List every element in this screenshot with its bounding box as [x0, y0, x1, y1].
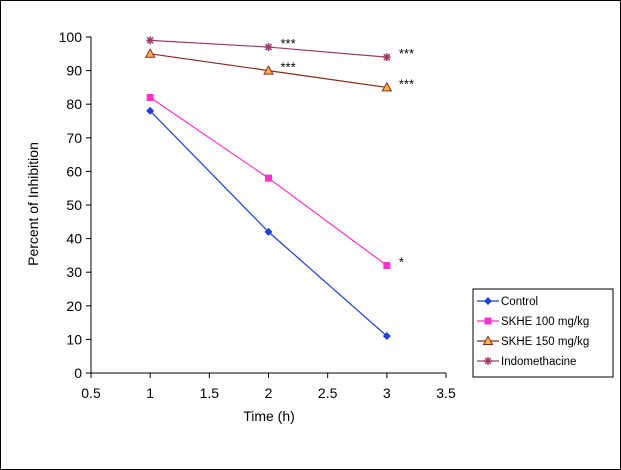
significance-label: ***	[281, 60, 296, 75]
x-ticks: 0.5 1 1.5 2 2.5 3 3.5	[81, 373, 456, 401]
y-tick-label: 10	[66, 331, 82, 347]
y-tick-label: 100	[59, 29, 83, 45]
y-tick-label: 50	[66, 197, 82, 213]
legend-label: Indomethacine	[501, 356, 576, 368]
y-tick-label: 80	[66, 96, 82, 112]
legend-label: Control	[501, 296, 538, 308]
y-tick-label: 0	[74, 365, 82, 381]
y-axis-title: Percent of Inhibition	[25, 142, 41, 266]
legend-label: SKHE 100 mg/kg	[501, 316, 589, 328]
data-point	[263, 65, 274, 75]
series-layer	[144, 36, 393, 341]
y-tick-label: 40	[66, 231, 82, 247]
series-line	[149, 110, 388, 337]
data-point	[383, 261, 391, 269]
y-ticks: 0 10 20 30 40 50 60 70 80 90 100	[59, 29, 91, 381]
data-point	[146, 106, 155, 115]
significance-label: ***	[281, 36, 296, 51]
data-point	[144, 48, 156, 58]
x-tick-label: 2.5	[318, 385, 338, 401]
data-point	[382, 53, 391, 62]
x-tick-label: 2	[265, 385, 273, 401]
x-tick-label: 1.5	[200, 385, 220, 401]
data-point	[382, 332, 391, 341]
legend-marker	[484, 357, 492, 365]
series-1	[146, 106, 391, 341]
y-tick-label: 90	[66, 63, 82, 79]
y-tick-label: 70	[66, 130, 82, 146]
x-tick-label: 3	[383, 385, 391, 401]
axes	[90, 37, 446, 374]
legend-item: SKHE 100 mg/kg	[477, 316, 589, 328]
series-4	[146, 36, 391, 62]
annotations: *************	[281, 36, 415, 269]
legend-label: SKHE 150 mg/kg	[501, 336, 589, 348]
legend: Control SKHE 100 mg/kg SKHE 150 mg/kg Indom…	[472, 288, 614, 378]
legend-marker	[482, 335, 494, 345]
data-point	[264, 227, 273, 236]
data-point	[264, 43, 273, 52]
significance-label: ***	[399, 46, 414, 61]
series-3	[144, 48, 393, 92]
y-tick-label: 20	[66, 298, 82, 314]
legend-item: Control	[477, 296, 538, 308]
x-tick-label: 0.5	[81, 385, 101, 401]
x-tick-label: 1	[146, 385, 154, 401]
significance-label: *	[399, 254, 404, 269]
legend-box	[472, 288, 614, 378]
data-point	[265, 174, 272, 182]
x-axis-title: Time (h)	[243, 408, 295, 424]
data-point	[146, 36, 155, 45]
legend-marker	[484, 297, 492, 305]
legend-item: Indomethacine	[477, 356, 576, 368]
series-2	[146, 93, 391, 269]
legend-marker	[484, 317, 492, 325]
y-tick-label: 60	[66, 163, 82, 179]
data-point	[381, 81, 393, 92]
significance-label: ***	[399, 76, 414, 91]
data-point	[146, 93, 154, 101]
legend-item: SKHE 150 mg/kg	[477, 335, 589, 348]
x-tick-label: 3.5	[436, 385, 456, 401]
y-tick-label: 30	[66, 264, 82, 280]
